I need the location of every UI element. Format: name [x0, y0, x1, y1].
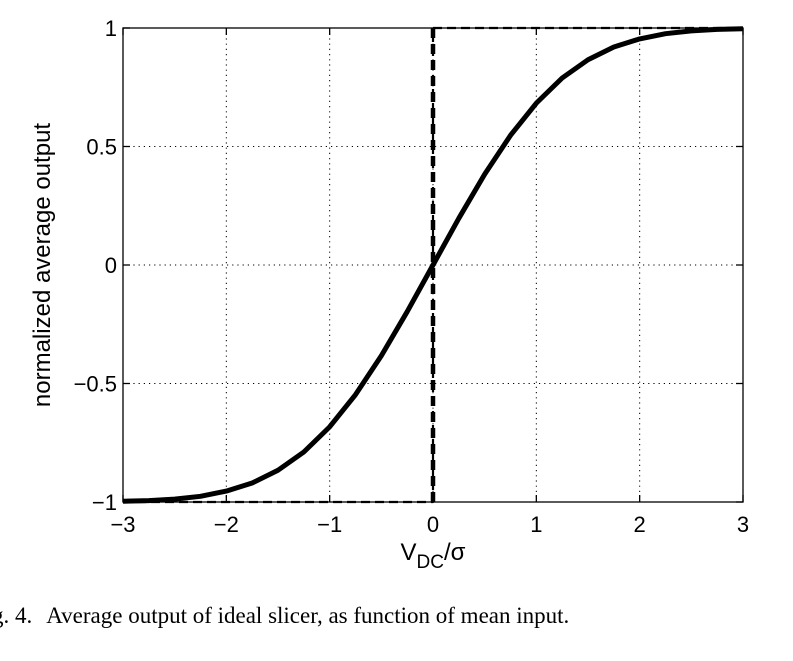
caption-figure-number: g. 4.: [0, 603, 33, 628]
y-tick-label: 1: [105, 16, 117, 41]
x-tick-label: −1: [317, 512, 342, 537]
x-tick-label: −3: [110, 512, 135, 537]
x-tick-label: 1: [530, 512, 542, 537]
figure-caption: g. 4. Average output of ideal slicer, as …: [0, 603, 569, 629]
y-tick-label: 0: [105, 253, 117, 278]
y-tick-label: 0.5: [86, 135, 117, 160]
x-axis-label-main: V: [401, 539, 417, 566]
caption-text: Average output of ideal slicer, as funct…: [46, 603, 570, 628]
tick-labels: −3 −2 −1 0 1 2 3 −1 −0.5 0 0.5 1: [74, 16, 750, 537]
chart: −3 −2 −1 0 1 2 3 −1 −0.5 0 0.5 1 normalized average…: [0, 0, 793, 600]
x-tick-label: 0: [427, 512, 439, 537]
x-axis-label: VDC/σ: [401, 539, 466, 573]
y-tick-label: −0.5: [74, 372, 117, 397]
x-axis-label-subscript: DC: [417, 552, 444, 573]
x-tick-label: 2: [634, 512, 646, 537]
x-axis-label-rest: /σ: [444, 539, 466, 566]
chart-background: [0, 0, 793, 600]
y-tick-label: −1: [92, 490, 117, 515]
x-tick-label: 3: [737, 512, 749, 537]
y-axis-label: normalized average output: [29, 123, 56, 408]
tick-marks: [122, 27, 744, 503]
x-tick-label: −2: [214, 512, 239, 537]
